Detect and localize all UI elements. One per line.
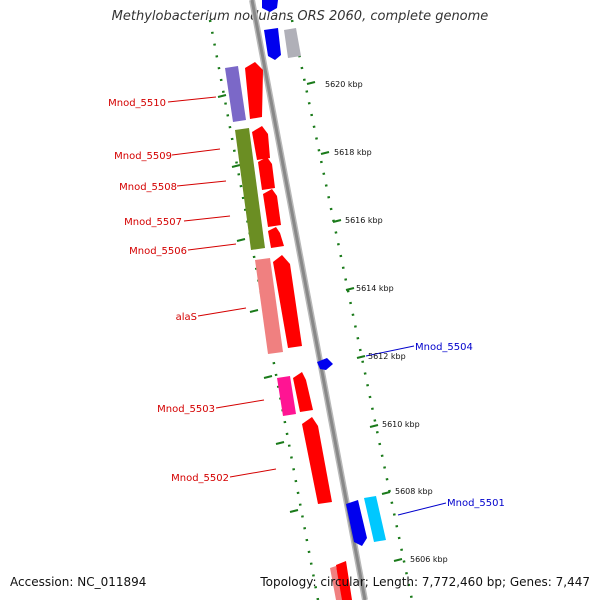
- feature-labels: Mnod_5510 Mnod_5509 Mnod_5508 Mnod_5507 …: [108, 98, 505, 509]
- cds-bottom-pink[interactable]: [330, 566, 342, 600]
- cds-alas[interactable]: [273, 255, 302, 348]
- cds-mnod-5510[interactable]: [245, 62, 263, 119]
- cds-mnod-5508[interactable]: [258, 157, 275, 190]
- accession-label: Accession: NC_011894: [10, 575, 147, 589]
- cds-top-blue-b[interactable]: [264, 28, 281, 60]
- cds-mnod-5502[interactable]: [302, 417, 332, 504]
- tick-label-5612: 5612 kbp: [368, 352, 406, 361]
- tick-label-5608: 5608 kbp: [395, 487, 433, 496]
- label-mnod-5509[interactable]: Mnod_5509: [114, 151, 172, 162]
- label-mnod-5502[interactable]: Mnod_5502: [171, 473, 229, 484]
- label-mnod-5507[interactable]: Mnod_5507: [124, 217, 182, 228]
- label-alas[interactable]: alaS: [176, 312, 197, 323]
- right-tick-marks: [306, 81, 403, 562]
- tick-label-5620: 5620 kbp: [325, 80, 363, 89]
- cog-block-alas[interactable]: [255, 258, 283, 354]
- cds-mnod-5509[interactable]: [252, 126, 270, 160]
- outer-dotted-ring: [290, 19, 414, 600]
- kbp-tick-labels: 5620 kbp 5618 kbp 5616 kbp 5614 kbp 5612…: [325, 80, 448, 564]
- label-mnod-5506[interactable]: Mnod_5506: [129, 246, 187, 257]
- tick-label-5606: 5606 kbp: [410, 555, 448, 564]
- cds-mnod-5503[interactable]: [293, 372, 313, 412]
- tick-label-5618: 5618 kbp: [334, 148, 372, 157]
- cds-mnod-5504[interactable]: [317, 358, 333, 370]
- cds-mnod-5501[interactable]: [346, 500, 367, 546]
- cds-top-gray[interactable]: [284, 28, 301, 58]
- label-mnod-5503[interactable]: Mnod_5503: [157, 404, 215, 415]
- label-mnod-5508[interactable]: Mnod_5508: [119, 182, 177, 193]
- backbone: [250, 0, 367, 600]
- cog-block-5509-5506[interactable]: [235, 128, 265, 250]
- cds-mnod-5506[interactable]: [268, 227, 284, 248]
- map-title: Methylobacterium nodulans ORS 2060, comp…: [111, 9, 489, 24]
- genome-summary: Topology: circular; Length: 7,772,460 bp…: [260, 575, 590, 589]
- label-mnod-5510[interactable]: Mnod_5510: [108, 98, 166, 109]
- tick-label-5614: 5614 kbp: [356, 284, 394, 293]
- left-tick-marks: [217, 94, 299, 513]
- tick-label-5610: 5610 kbp: [382, 420, 420, 429]
- cds-top-blue-a[interactable]: [262, 0, 278, 12]
- cog-block-5503[interactable]: [277, 376, 296, 416]
- cds-mnod-5507[interactable]: [263, 189, 281, 227]
- label-leaders: [167, 96, 447, 516]
- cog-block-5501[interactable]: [364, 496, 386, 542]
- tick-label-5616: 5616 kbp: [345, 216, 383, 225]
- cog-block-5510[interactable]: [225, 66, 246, 122]
- label-mnod-5504[interactable]: Mnod_5504: [415, 342, 473, 353]
- label-mnod-5501[interactable]: Mnod_5501: [447, 498, 505, 509]
